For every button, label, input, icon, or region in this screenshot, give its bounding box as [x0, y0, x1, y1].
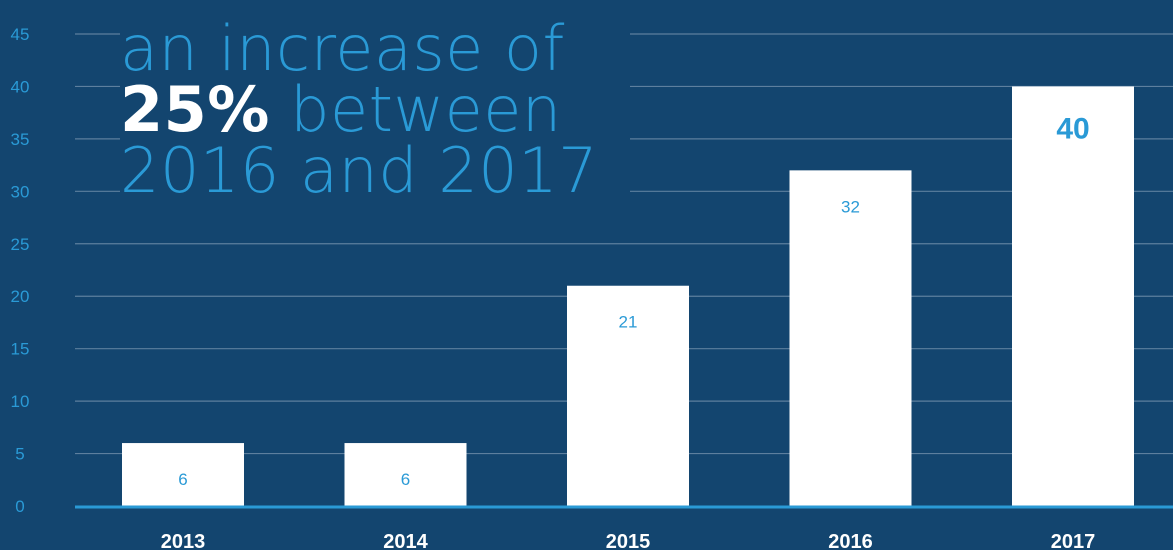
bar — [344, 443, 467, 506]
y-tick-label: 45 — [11, 25, 30, 44]
y-tick-label: 5 — [15, 445, 24, 464]
y-tick-label: 30 — [11, 182, 30, 201]
bar-value-label: 21 — [619, 313, 638, 332]
y-tick-label: 35 — [11, 130, 30, 149]
y-tick-label: 40 — [11, 77, 30, 96]
bar — [789, 170, 912, 506]
y-tick-label: 20 — [11, 287, 30, 306]
bar-value-label: 32 — [841, 197, 860, 216]
y-tick-label: 15 — [11, 340, 30, 359]
y-axis-tick-labels: 0 5 10 15 20 25 30 35 40 45 — [11, 25, 30, 516]
bar-value-label: 6 — [401, 470, 410, 489]
bar — [1012, 86, 1134, 506]
y-tick-label: 0 — [15, 497, 24, 516]
x-tick-label: 2016 — [828, 531, 873, 550]
bar-value-label: 6 — [178, 470, 187, 489]
headline-line-1: an increase of — [120, 12, 565, 85]
x-tick-label: 2015 — [606, 531, 651, 550]
y-tick-label: 10 — [11, 392, 30, 411]
headline-line-2: 25% between — [120, 79, 598, 141]
bar — [567, 285, 689, 506]
bar-value-label: 40 — [1056, 112, 1089, 145]
headline-between: between — [269, 73, 562, 146]
headline-line-3: 2016 and 2017 — [120, 134, 599, 207]
bar — [122, 443, 244, 506]
headline-percent: 25% — [120, 73, 270, 146]
bars: 6 6 21 32 40 — [122, 86, 1134, 506]
x-axis-tick-labels: 2013 2014 2015 2016 2017 — [161, 531, 1096, 550]
headline: an increase of 25% between 2016 and 2017 — [120, 12, 631, 207]
x-tick-label: 2013 — [161, 531, 206, 550]
x-tick-label: 2014 — [383, 531, 428, 550]
y-tick-label: 25 — [11, 235, 30, 254]
x-tick-label: 2017 — [1051, 531, 1096, 550]
